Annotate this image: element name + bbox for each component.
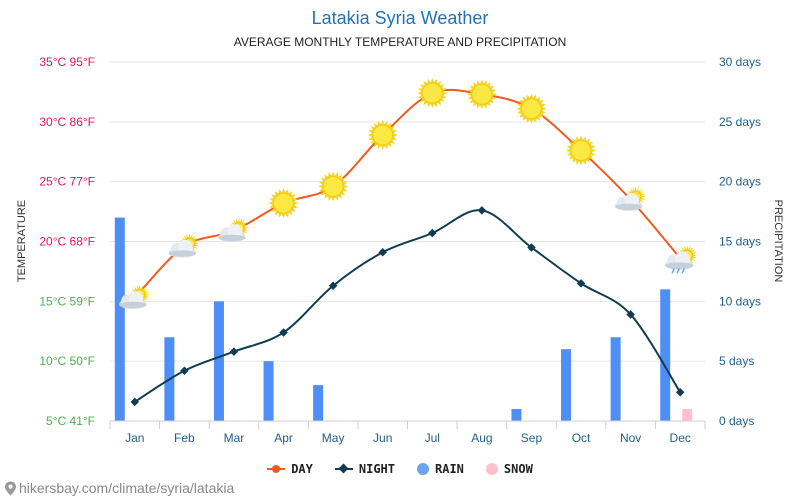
y-tick-label-right: 5 days [719,354,754,368]
chart-title: Latakia Syria Weather [312,8,489,28]
legend-label: DAY [291,462,313,476]
x-tick-label: May [322,431,345,445]
sun-icon [318,171,349,202]
day-temperature-line [134,88,681,299]
chart-subtitle: AVERAGE MONTHLY TEMPERATURE AND PRECIPIT… [234,35,567,49]
precipitation-bars [114,217,693,421]
sun-icon [516,93,547,124]
snow-bar [682,409,693,421]
x-tick-label: Aug [471,431,492,445]
x-tick-label: Jul [425,431,440,445]
x-tick-label: Sep [521,431,543,445]
night-point [328,281,338,291]
rain-bar [114,217,125,421]
night-point [229,347,239,356]
legend: DAY NIGHT RAIN SNOW [0,462,800,476]
night-point [180,366,189,375]
night-point [130,397,140,407]
y-tick-label-left: 5°C 41°F [46,414,95,428]
sun-icon [268,188,299,219]
weather-icons [119,78,698,310]
y-tick-label-left: 20°C 68°F [39,235,95,249]
legend-item-snow[interactable]: SNOW [485,462,533,476]
sun-icon [466,79,497,110]
x-tick-label: Dec [670,431,691,445]
legend-line-icon [334,463,353,475]
legend-item-rain[interactable]: RAIN [417,462,464,476]
sun-icon [417,78,448,109]
y-tick-label-left: 30°C 86°F [39,115,95,129]
rain-bar [313,385,324,421]
y-tick-label-right: 0 days [719,414,754,428]
location-pin-icon [5,481,16,495]
rain-bar [511,409,522,421]
rain-bar [660,289,671,421]
y-tick-label-right: 20 days [719,175,761,189]
x-tick-label: Mar [224,431,245,445]
rain-bar [213,301,224,421]
rain-bar [263,361,274,421]
night-point [576,279,586,288]
y-tick-label-left: 10°C 50°F [39,354,95,368]
night-point [626,310,635,319]
sun-cloud-icon [168,233,200,258]
x-tick-label: Oct [572,431,591,445]
y-tick-label-right: 30 days [719,55,761,69]
source-link[interactable]: hikersbay.com/climate/syria/latakia [4,480,234,496]
source-text: hikersbay.com/climate/syria/latakia [19,480,235,496]
sun-cloud-icon [119,284,150,310]
x-tick-label: Jun [373,431,392,445]
night-point [428,228,437,238]
rain-bar [610,337,621,421]
rain-bar [561,349,572,421]
legend-circle-icon [417,463,429,475]
night-point [675,388,685,397]
night-point [279,328,288,337]
x-tick-label: Nov [620,431,641,445]
legend-label: SNOW [503,462,533,476]
y-tick-label-left: 15°C 59°F [39,294,95,308]
y-tick-label-left: 25°C 77°F [39,175,95,189]
legend-circle-icon [485,463,498,475]
x-tick-label: Jan [125,431,144,445]
legend-item-day[interactable]: DAY [267,462,313,476]
x-tick-label: Feb [174,431,195,445]
legend-line-icon [267,463,286,475]
axes: 5°C 41°F 0 days 10°C 50°F 5 days 15°C 59°F 10… [39,55,761,445]
x-tick-label: Apr [274,431,293,445]
y-tick-label-right: 15 days [719,235,761,249]
legend-label: RAIN [435,462,464,476]
temperature-lines [130,88,685,407]
legend-item-night[interactable]: NIGHT [334,462,395,476]
night-point [378,248,387,257]
sun-cloud-icon [614,186,646,212]
sun-cloud-icon [218,217,249,243]
y-tick-label-left: 35°C 95°F [39,55,95,69]
sun-icon [367,119,398,150]
y-axis-right-label: PRECIPITATION [772,200,784,283]
legend-label: NIGHT [358,462,395,476]
y-tick-label-right: 10 days [719,294,761,308]
cloud-rain-icon [664,245,698,274]
night-point [477,206,487,215]
sun-icon [566,135,597,166]
y-tick-label-right: 25 days [719,115,761,129]
y-axis-left-label: TEMPERATURE [16,200,28,282]
